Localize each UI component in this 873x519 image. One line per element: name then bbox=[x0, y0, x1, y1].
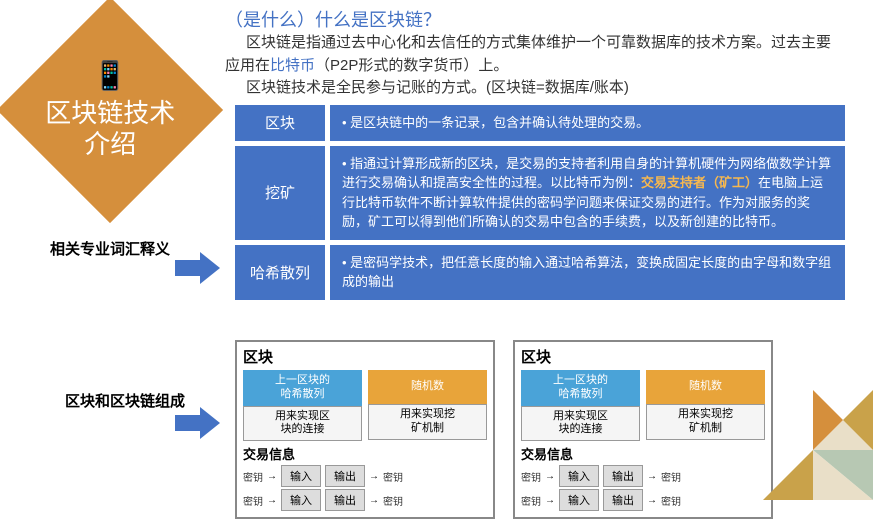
heading-line2: 区块链技术是全民参与记账的方式。(区块链=数据库/账本) bbox=[225, 77, 845, 100]
tx-input: 输入 bbox=[281, 465, 321, 487]
tx-input: 输入 bbox=[559, 465, 599, 487]
heading-block: （是什么）什么是区块链？ 区块链是指通过去中心化和去信任的方式集体维护一个可靠数… bbox=[225, 6, 845, 100]
tx-row: 密钥→ 输入 输出 →密钥 bbox=[521, 489, 765, 511]
term-desc-block: • 是区块链中的一条记录，包含并确认待处理的交易。 bbox=[330, 105, 845, 141]
term-desc-hash: • 是密码学技术，把任意长度的输入通过哈希算法，变换成固定长度的由字母和数字组成… bbox=[330, 245, 845, 300]
side-label-blocks: 区块和区块链组成 bbox=[65, 390, 185, 411]
tx-key-right: 密钥 bbox=[383, 469, 403, 484]
cell-connect: 用来实现区 块的连接 bbox=[243, 406, 362, 442]
cell-hash: 上一区块的 哈希散列 bbox=[521, 370, 640, 406]
title-diamond: 📱 区块链技术 介绍 bbox=[0, 0, 223, 223]
cell-random: 随机数 bbox=[646, 370, 765, 404]
phone-icon: 📱 bbox=[45, 59, 175, 92]
heading-question: （是什么）什么是区块链？ bbox=[225, 6, 845, 32]
cell-hash: 上一区块的 哈希散列 bbox=[243, 370, 362, 406]
tx-key-right: 密钥 bbox=[383, 493, 403, 508]
tx-key-right: 密钥 bbox=[661, 469, 681, 484]
term-label-block: 区块 bbox=[235, 105, 325, 141]
heading-line1b: （P2P形式的数字货币）上。 bbox=[315, 57, 508, 74]
block-title: 区块 bbox=[243, 346, 487, 367]
term-row: 区块 • 是区块链中的一条记录，包含并确认待处理的交易。 bbox=[235, 105, 845, 141]
tx-row: 密钥→ 输入 输出 →密钥 bbox=[243, 465, 487, 487]
term-row: 挖矿 • 指通过计算形成新的区块，是交易的支持者利用自身的计算机硬件为网络做数学… bbox=[235, 146, 845, 240]
tx-key-left: 密钥 bbox=[243, 469, 263, 484]
tx-input: 输入 bbox=[559, 489, 599, 511]
arrow-icon bbox=[200, 252, 220, 284]
term-label-hash: 哈希散列 bbox=[235, 245, 325, 300]
tx-title: 交易信息 bbox=[243, 444, 487, 463]
tx-output: 输出 bbox=[603, 489, 643, 511]
block-diagram-group: 区块 上一区块的 哈希散列 用来实现区 块的连接 随机数 用来实现挖 矿机制 交… bbox=[235, 340, 773, 519]
tx-title: 交易信息 bbox=[521, 444, 765, 463]
tx-row: 密钥→ 输入 输出 →密钥 bbox=[243, 489, 487, 511]
arrow-body bbox=[175, 260, 200, 276]
tx-output: 输出 bbox=[325, 465, 365, 487]
term-row: 哈希散列 • 是密码学技术，把任意长度的输入通过哈希算法，变换成固定长度的由字母… bbox=[235, 245, 845, 300]
cell-random: 随机数 bbox=[368, 370, 487, 404]
tx-input: 输入 bbox=[281, 489, 321, 511]
block-box: 区块 上一区块的 哈希散列 用来实现区 块的连接 随机数 用来实现挖 矿机制 交… bbox=[235, 340, 495, 519]
tx-key-right: 密钥 bbox=[661, 493, 681, 508]
cell-connect: 用来实现区 块的连接 bbox=[521, 406, 640, 442]
arrow-icon bbox=[200, 407, 220, 439]
side-label-terms: 相关专业词汇释义 bbox=[50, 238, 170, 259]
tx-key-left: 密钥 bbox=[521, 493, 541, 508]
block-title: 区块 bbox=[521, 346, 765, 367]
heading-desc: 区块链是指通过去中心化和去信任的方式集体维护一个可靠数据库的技术方案。过去主要应… bbox=[225, 32, 845, 77]
bitcoin-term: 比特币 bbox=[270, 57, 315, 74]
tx-row: 密钥→ 输入 输出 →密钥 bbox=[521, 465, 765, 487]
title-text: 区块链技术 介绍 bbox=[45, 98, 175, 160]
cell-mining: 用来实现挖 矿机制 bbox=[646, 404, 765, 440]
cell-mining: 用来实现挖 矿机制 bbox=[368, 404, 487, 440]
arrow-body bbox=[175, 415, 200, 431]
tx-output: 输出 bbox=[325, 489, 365, 511]
term-desc-mining: • 指通过计算形成新的区块，是交易的支持者利用自身的计算机硬件为网络做数学计算进… bbox=[330, 146, 845, 240]
block-box: 区块 上一区块的 哈希散列 用来实现区 块的连接 随机数 用来实现挖 矿机制 交… bbox=[513, 340, 773, 519]
tx-key-left: 密钥 bbox=[521, 469, 541, 484]
term-label-mining: 挖矿 bbox=[235, 146, 325, 240]
tx-output: 输出 bbox=[603, 465, 643, 487]
terms-list: 区块 • 是区块链中的一条记录，包含并确认待处理的交易。 挖矿 • 指通过计算形… bbox=[235, 105, 845, 305]
tx-key-left: 密钥 bbox=[243, 493, 263, 508]
